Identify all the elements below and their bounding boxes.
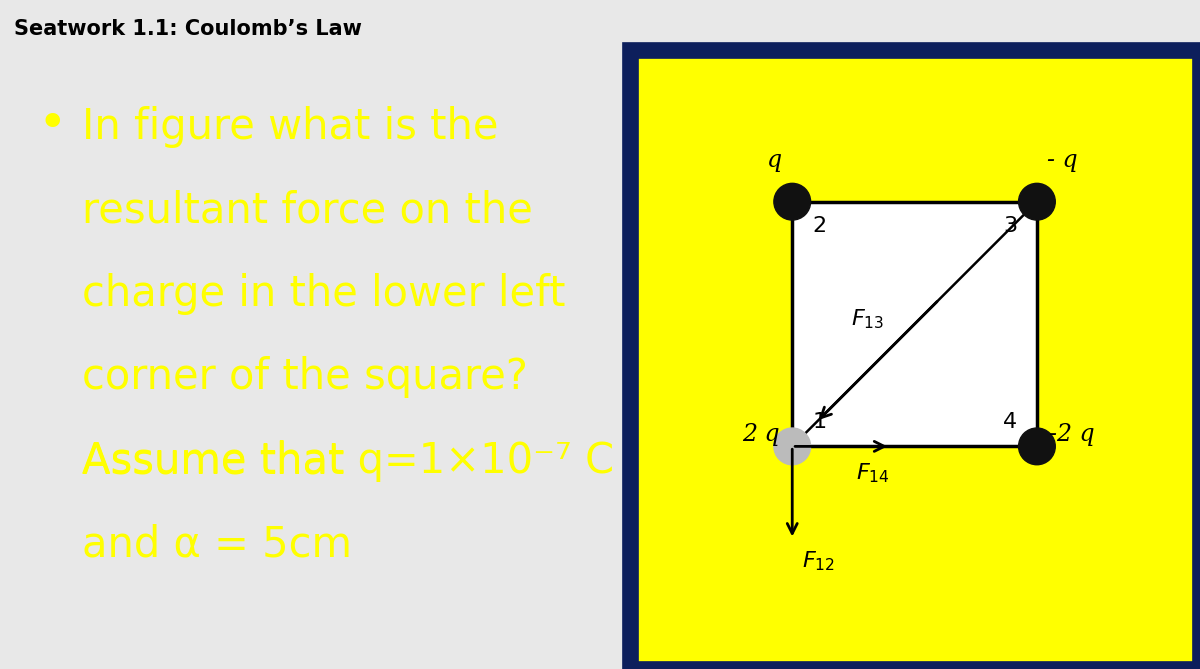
Text: resultant force on the: resultant force on the	[82, 189, 533, 231]
Text: •: •	[38, 100, 67, 148]
Text: - q: - q	[1046, 149, 1078, 173]
Text: 3: 3	[1003, 216, 1018, 236]
Circle shape	[774, 183, 810, 220]
Text: $F_{13}$: $F_{13}$	[851, 307, 884, 331]
Text: Assume that q=1×10⁻⁷ C: Assume that q=1×10⁻⁷ C	[82, 440, 614, 482]
Polygon shape	[792, 201, 1037, 446]
Circle shape	[1019, 428, 1055, 465]
Text: In figure what is the: In figure what is the	[82, 106, 498, 148]
Text: 2: 2	[812, 216, 827, 236]
Text: Assume that: Assume that	[82, 440, 358, 482]
Circle shape	[774, 428, 810, 465]
Text: corner of the square?: corner of the square?	[82, 357, 528, 399]
Circle shape	[1019, 183, 1055, 220]
FancyBboxPatch shape	[630, 50, 1200, 669]
Text: 4: 4	[1003, 412, 1018, 432]
Text: charge in the lower left: charge in the lower left	[82, 273, 565, 315]
Text: $F_{14}$: $F_{14}$	[856, 462, 889, 485]
Text: -2 q: -2 q	[1049, 423, 1094, 446]
Text: $F_{12}$: $F_{12}$	[802, 549, 835, 573]
Text: and α = 5cm: and α = 5cm	[82, 524, 352, 565]
Text: 2 q: 2 q	[743, 423, 780, 446]
Text: q: q	[767, 149, 782, 173]
Text: Seatwork 1.1: Coulomb’s Law: Seatwork 1.1: Coulomb’s Law	[14, 19, 362, 39]
Text: 1: 1	[812, 412, 827, 432]
